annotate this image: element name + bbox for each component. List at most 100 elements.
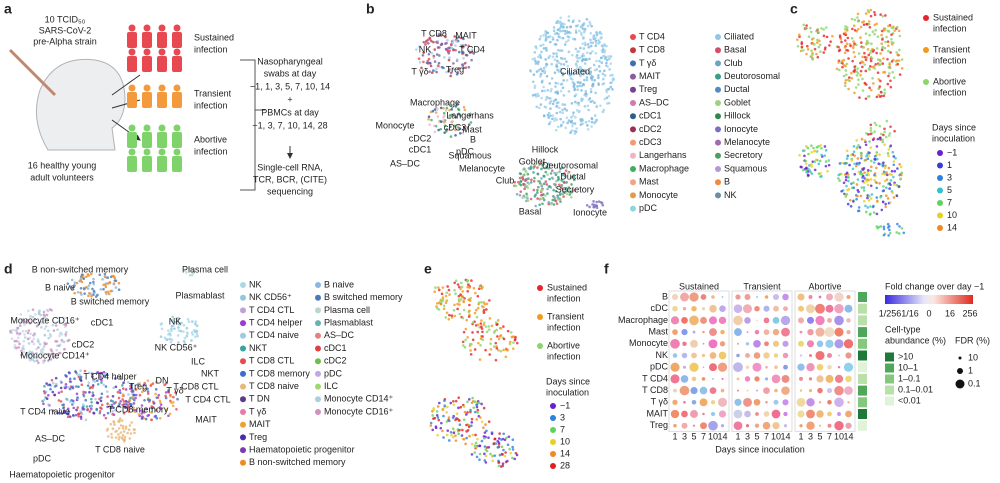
cell-dot — [586, 43, 590, 46]
cell-dot — [119, 400, 122, 403]
cell-dot — [39, 313, 42, 317]
abundance-cell — [858, 385, 867, 396]
cell-dot — [597, 76, 600, 80]
cell-dot — [563, 174, 567, 178]
cell-dot — [885, 178, 889, 181]
cell-dot — [57, 391, 61, 395]
cell-dot — [103, 272, 107, 276]
cell-dot — [446, 39, 449, 42]
cell-dot — [559, 200, 562, 203]
legend-dot — [240, 358, 246, 365]
row-label: T CD8 — [642, 385, 668, 395]
cell-dot — [861, 65, 864, 69]
cell-dot — [561, 120, 565, 124]
cell-dot — [460, 45, 464, 48]
cell-dot — [847, 57, 850, 60]
cell-dot — [575, 24, 578, 28]
cell-dot — [167, 329, 170, 332]
cell-dot — [448, 313, 451, 317]
cell-dot — [475, 418, 479, 421]
cell-dot — [42, 402, 45, 406]
cluster-label: T CD8 CTL — [173, 381, 218, 391]
cell-dot — [852, 186, 856, 189]
panel-label: f — [604, 261, 609, 277]
cell-dot — [454, 439, 458, 442]
cell-dot — [804, 162, 808, 165]
cell-dot — [171, 315, 175, 319]
person-head — [143, 84, 151, 92]
cluster-label: T CD4 CTL — [185, 394, 230, 404]
cell-dot — [48, 308, 52, 311]
cell-dot — [28, 321, 32, 325]
cell-dot — [462, 66, 465, 70]
cell-dot — [471, 321, 475, 324]
cell-dot — [70, 398, 73, 402]
cell-dot — [867, 151, 870, 154]
cell-dot — [467, 123, 471, 127]
cluster-label: AS–DC — [35, 433, 66, 443]
legend-swatch — [885, 374, 894, 384]
abundance-cell — [858, 362, 867, 373]
cell-dot — [108, 281, 112, 284]
cell-dot — [880, 29, 884, 33]
dot — [708, 339, 718, 349]
cell-dot — [432, 69, 435, 72]
cell-dot — [462, 437, 466, 441]
cell-dot — [470, 279, 473, 282]
cell-dot — [551, 38, 555, 41]
person-head — [173, 148, 181, 156]
head-illustration — [8, 48, 140, 151]
legend-dot — [715, 86, 721, 93]
cell-dot — [450, 108, 454, 111]
cell-dot — [559, 89, 563, 93]
cell-dot — [92, 280, 95, 284]
cell-dot — [554, 185, 558, 189]
cell-dot — [842, 74, 846, 78]
cell-dot — [887, 44, 890, 48]
dot — [772, 422, 780, 430]
cell-dot — [869, 205, 872, 208]
cell-dot — [170, 319, 174, 323]
cell-dot — [875, 145, 879, 148]
cell-dot — [891, 71, 894, 74]
cell-dot — [15, 332, 19, 335]
cell-dot — [10, 331, 13, 335]
cell-dot — [582, 73, 585, 76]
cluster-label: Plasmablast — [175, 290, 225, 300]
cell-dot — [552, 99, 556, 103]
cell-dot — [487, 328, 491, 331]
cell-dot — [840, 59, 844, 63]
cell-dot — [599, 104, 602, 108]
cell-dot — [843, 84, 847, 88]
cell-dot — [539, 44, 542, 47]
cell-dot — [177, 341, 180, 344]
cell-dot — [429, 110, 433, 114]
cell-dot — [514, 335, 517, 339]
cell-dot — [164, 391, 168, 394]
cell-dot — [484, 423, 487, 426]
cell-dot — [872, 211, 876, 214]
cell-dot — [593, 68, 597, 72]
cell-dot — [28, 359, 32, 362]
cell-dot — [23, 323, 26, 327]
cell-dot — [480, 325, 483, 329]
legend-label: 10 — [560, 436, 570, 446]
legend-label: infection — [547, 351, 581, 361]
cell-dot — [82, 277, 85, 281]
cell-dot — [88, 410, 92, 413]
cell-dot — [85, 275, 88, 279]
cell-dot — [880, 48, 884, 52]
cluster-label: Langerhans — [446, 110, 494, 120]
cell-dot — [810, 38, 814, 41]
legend-dot — [550, 439, 556, 445]
dot — [834, 303, 844, 314]
cell-dot — [581, 52, 585, 56]
cell-dot — [561, 192, 565, 195]
dot — [702, 412, 705, 416]
cell-dot — [474, 308, 478, 312]
dot — [763, 352, 770, 359]
dot — [837, 365, 841, 369]
cell-dot — [432, 54, 436, 58]
cell-dot — [30, 340, 34, 343]
person-body — [157, 132, 167, 148]
